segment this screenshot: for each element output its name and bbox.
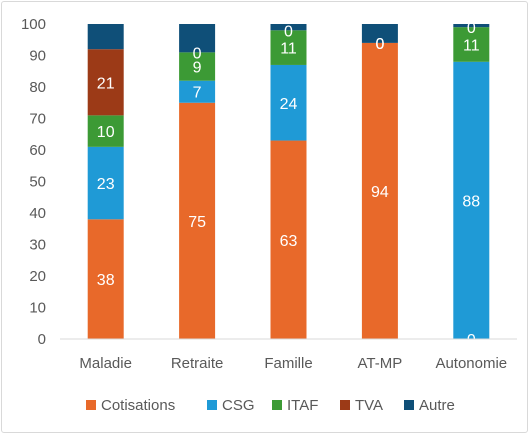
data-label-autonomie-csg: 88 (462, 193, 480, 210)
legend-swatch-tva (340, 400, 350, 410)
data-label-autonomie-tva: 0 (467, 20, 476, 37)
y-axis: 0 10 20 30 40 50 60 70 80 90 100 (21, 16, 46, 348)
bar-at-mp-cotisations (361, 42, 398, 340)
data-label-retraite-csg: 7 (193, 85, 202, 102)
y-tick-label-40: 40 (29, 205, 46, 222)
legend-label-autre: Autre (419, 397, 455, 414)
legend-label-itaf: ITAF (287, 397, 318, 414)
data-label-famille-csg: 24 (280, 96, 298, 113)
x-tick-label-at-mp: AT-MP (358, 355, 403, 372)
x-tick-label-famille: Famille (264, 355, 312, 372)
bar-autonomie-itaf (453, 27, 490, 62)
bar-maladie-cotisations (87, 219, 124, 339)
legend-item-itaf: ITAF (272, 397, 318, 414)
data-label-maladie-cotisations: 38 (97, 272, 115, 289)
legend-label-csg: CSG (222, 397, 255, 414)
y-tick-label-10: 10 (29, 300, 46, 317)
bar-maladie-autre (87, 24, 124, 50)
y-tick-label-60: 60 (29, 142, 46, 159)
y-tick-label-70: 70 (29, 111, 46, 128)
y-tick-label-30: 30 (29, 237, 46, 254)
data-label-maladie-csg: 23 (97, 176, 115, 193)
bar-retraite-csg (179, 80, 216, 103)
legend-swatch-cotisations (86, 400, 96, 410)
y-tick-label-90: 90 (29, 48, 46, 65)
legend-label-tva: TVA (355, 397, 383, 414)
y-tick-label-20: 20 (29, 268, 46, 285)
data-label-retraite-tva: 0 (193, 45, 202, 62)
data-label-at-mp-itaf: 0 (375, 36, 384, 53)
legend-swatch-csg (207, 400, 217, 410)
y-tick-label-100: 100 (21, 16, 46, 33)
bar-famille-autre (270, 24, 307, 31)
legend-item-csg: CSG (207, 397, 255, 414)
legend-swatch-autre (404, 400, 414, 410)
chart-frame: 0 10 20 30 40 50 60 70 80 90 100 38 23 10 21 75 7 9 0 63 24… (1, 1, 528, 433)
bar-retraite-itaf (179, 52, 216, 81)
data-label-at-mp-tva: 0 (375, 36, 384, 53)
bars (87, 24, 490, 340)
bar-at-mp-autre (361, 24, 398, 43)
data-label-maladie-tva: 21 (97, 75, 115, 92)
bar-retraite-cotisations (179, 102, 216, 339)
data-label-at-mp-cotisations: 94 (371, 184, 389, 201)
data-label-famille-tva: 0 (284, 23, 293, 40)
bar-maladie-tva (87, 49, 124, 116)
bar-maladie-csg (87, 146, 124, 220)
y-tick-label-0: 0 (38, 331, 46, 348)
data-label-autonomie-cotisations: 0 (467, 332, 476, 349)
legend-item-cotisations: Cotisations (86, 397, 175, 414)
y-tick-label-80: 80 (29, 79, 46, 96)
x-tick-label-retraite: Retraite (171, 355, 224, 372)
x-axis: Maladie Retraite Famille AT-MP Autonomie (79, 355, 507, 372)
bar-famille-itaf (270, 30, 307, 65)
y-tick-label-50: 50 (29, 174, 46, 191)
data-label-retraite-cotisations: 75 (188, 214, 206, 231)
bar-maladie-itaf (87, 115, 124, 147)
bar-famille-cotisations (270, 140, 307, 339)
data-label-retraite-itaf: 9 (193, 60, 202, 77)
x-tick-label-maladie: Maladie (79, 355, 132, 372)
legend: Cotisations CSG ITAF TVA Autre (86, 397, 455, 414)
data-label-autonomie-itaf: 11 (463, 37, 480, 54)
legend-item-autre: Autre (404, 397, 455, 414)
x-tick-label-autonomie: Autonomie (435, 355, 507, 372)
bar-autonomie-csg (453, 61, 490, 340)
legend-label-cotisations: Cotisations (101, 397, 175, 414)
data-label-maladie-itaf: 10 (97, 124, 115, 141)
bar-retraite-autre (179, 24, 216, 53)
legend-item-tva: TVA (340, 397, 383, 414)
data-label-famille-cotisations: 63 (280, 233, 298, 250)
bar-autonomie-autre (453, 24, 490, 28)
data-label-famille-itaf: 11 (280, 41, 297, 58)
bar-famille-csg (270, 64, 307, 141)
legend-swatch-itaf (272, 400, 282, 410)
